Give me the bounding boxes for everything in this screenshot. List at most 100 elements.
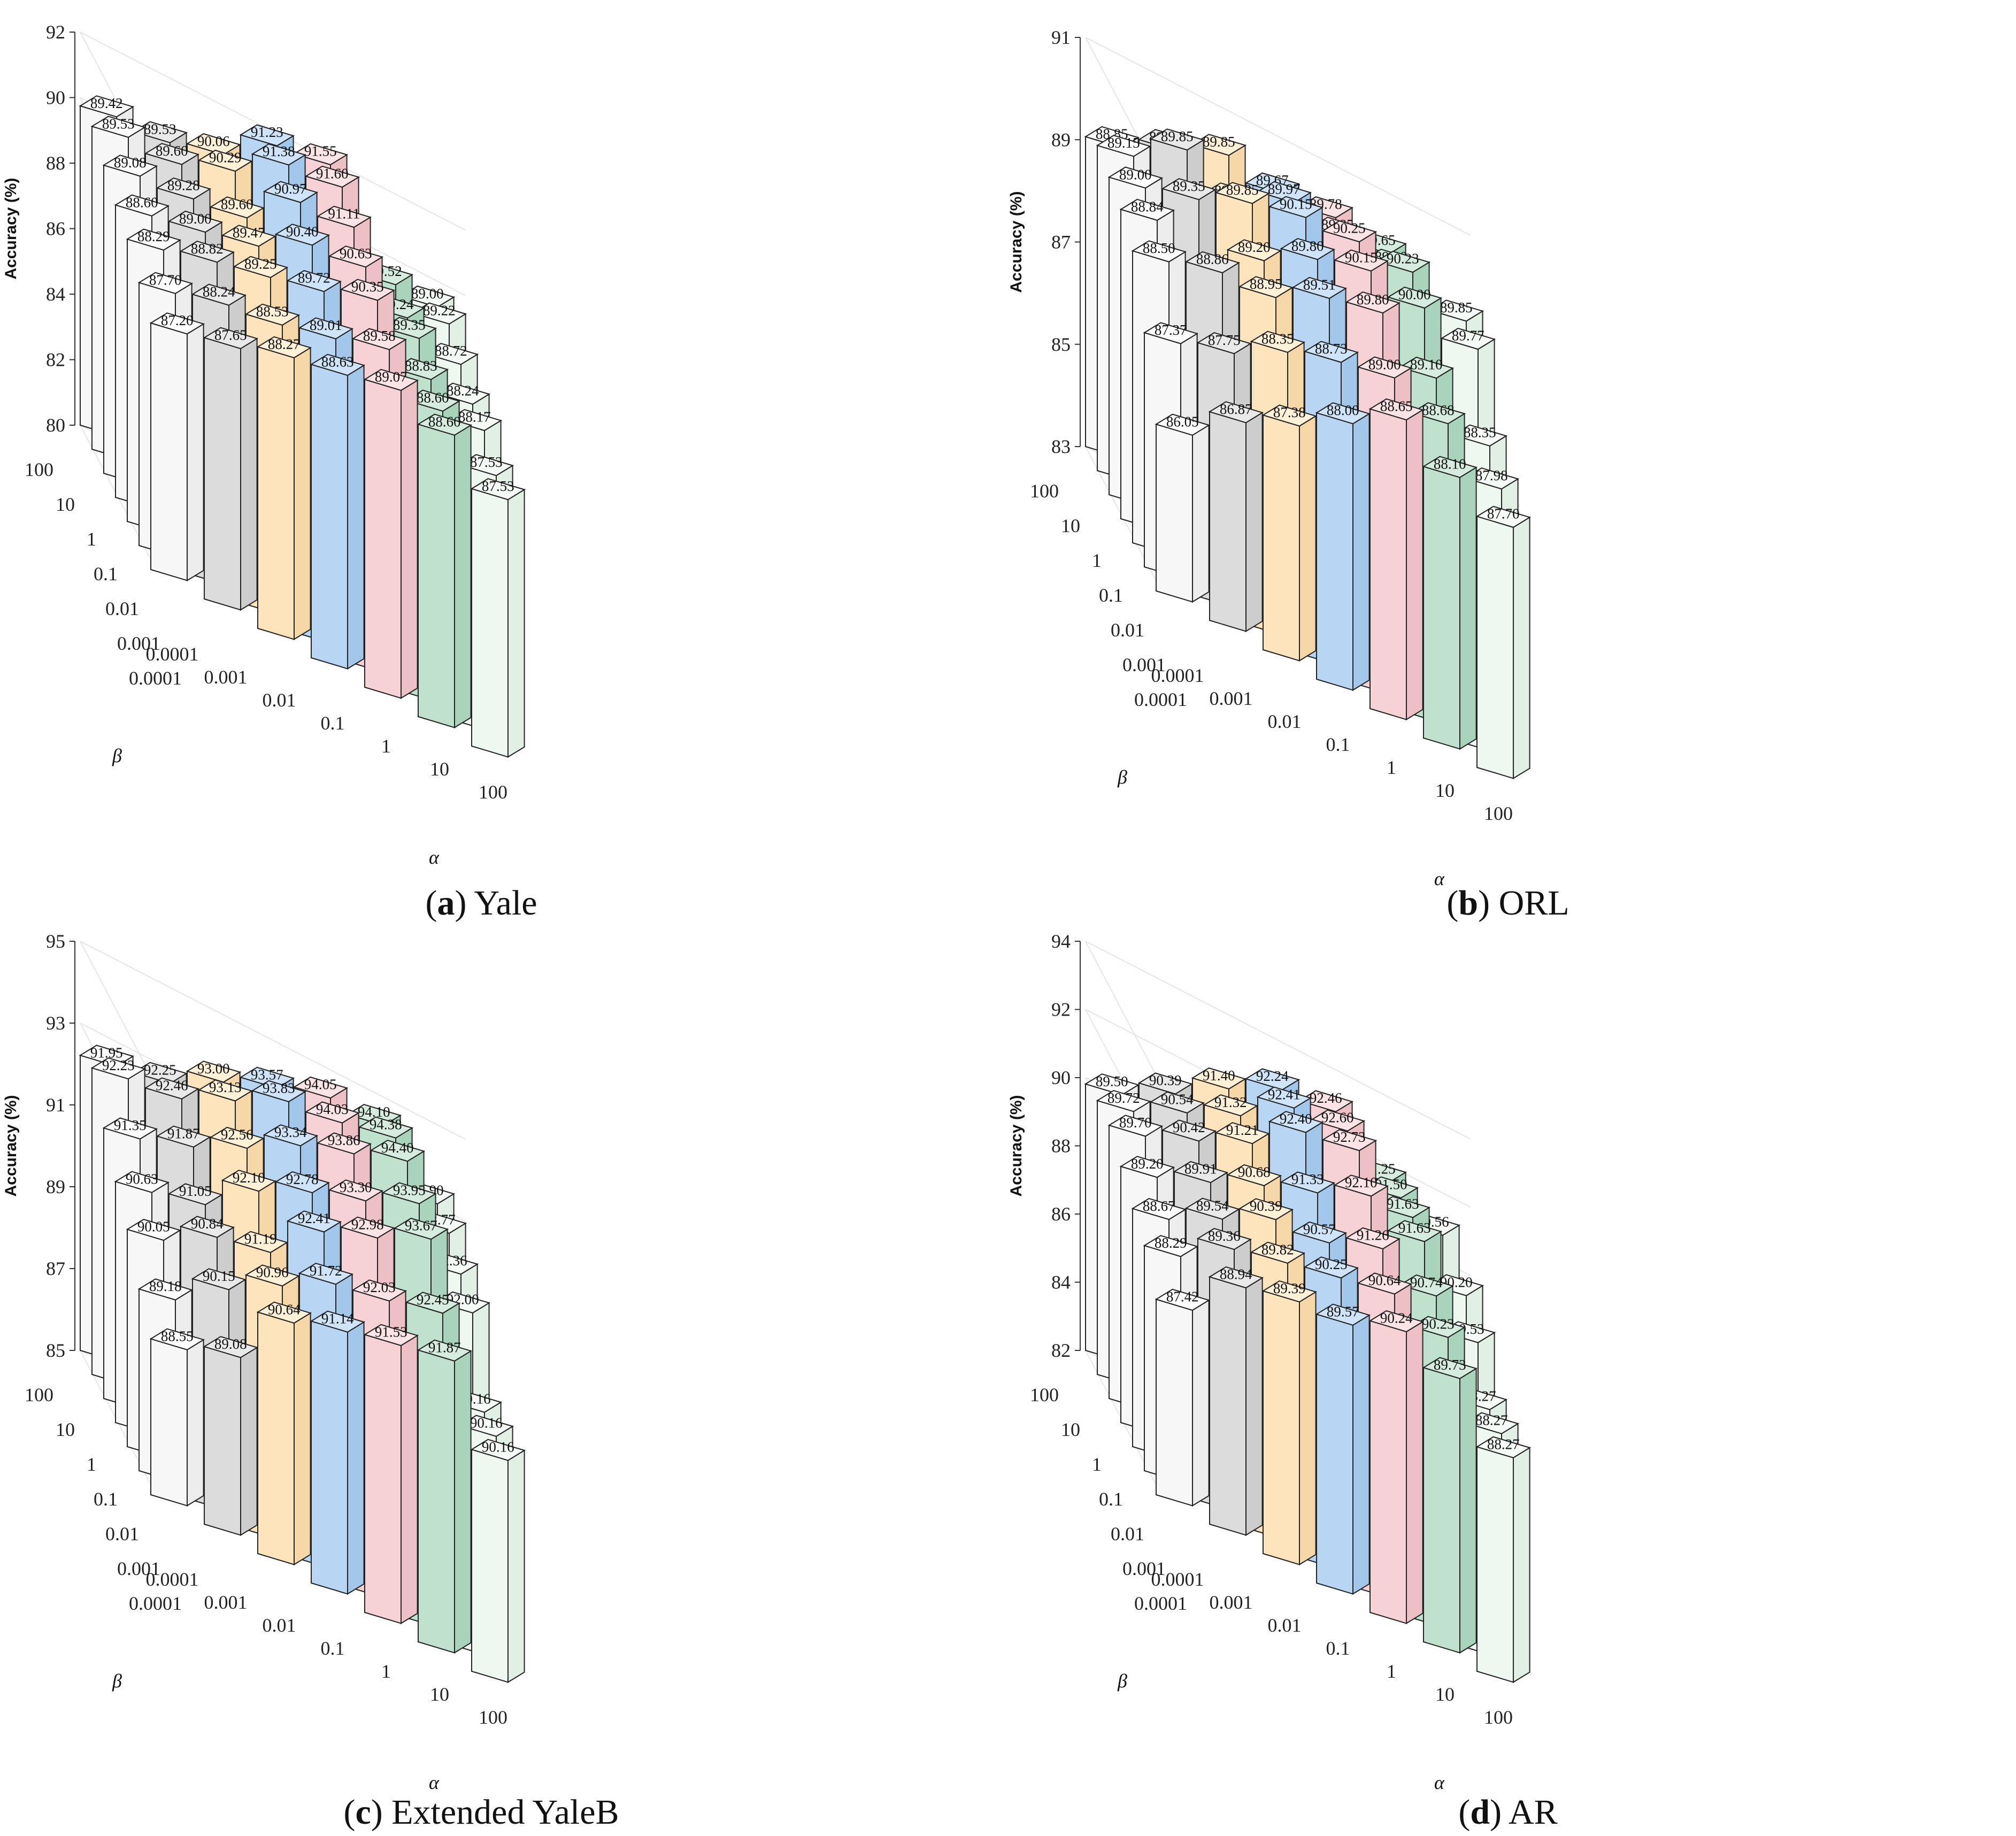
bar: 88.94 [1208, 1266, 1264, 1537]
bar-front-face [418, 423, 455, 728]
bar-top-face [1149, 1091, 1205, 1114]
bar-side-face [294, 347, 311, 641]
z-tick-label: 91 [1051, 27, 1071, 48]
bar-top-face [328, 245, 384, 268]
bar-top-face [1173, 1161, 1229, 1184]
bar-value-label: 89.53 [102, 116, 135, 132]
beta-tick-label: 0.01 [1111, 619, 1144, 641]
alpha-tick-label: 0.1 [1326, 734, 1350, 755]
bar-side-face [240, 337, 258, 611]
bar-top-face [1345, 291, 1401, 314]
bar-top-face [1333, 249, 1389, 272]
z-tick-label: 92 [46, 21, 65, 43]
caption-letter: b [1458, 884, 1478, 923]
bar-value-label: 91.53 [375, 1324, 407, 1340]
bar-top-face [1261, 404, 1318, 427]
bar-value-label: 89.28 [167, 178, 200, 194]
bar-top-face [167, 210, 224, 233]
bar-value-label: 89.47 [233, 225, 265, 241]
z-tick-label: 83 [1051, 436, 1071, 457]
bar-top-face [1214, 182, 1271, 204]
gridline-right [80, 941, 466, 1140]
bar-top-face [351, 328, 407, 350]
bar-value-label: 90.64 [1368, 1272, 1401, 1288]
alpha-tick-label: 10 [430, 758, 449, 780]
bar-value-label: 92.98 [351, 1217, 384, 1233]
bar-top-face [186, 1061, 242, 1083]
bar-top-face [1137, 1072, 1194, 1095]
bar-top-face [1256, 1086, 1312, 1109]
z-axis-title: Accuracy (%) [2, 1095, 20, 1196]
bar-value-label: 92.10 [1345, 1174, 1378, 1190]
beta-tick-label: 0.001 [1122, 1558, 1166, 1579]
bar-value-label: 94.10 [358, 1104, 390, 1120]
beta-tick-label: 1 [1092, 1454, 1102, 1475]
bar: 88.10 [1422, 456, 1478, 750]
alpha-tick-label: 0.1 [1326, 1638, 1350, 1659]
bar-top-face [316, 1132, 372, 1155]
bar-value-label: 88.82 [191, 241, 224, 257]
bar: 88.00 [1315, 402, 1371, 692]
bar: 88.55 [149, 1328, 205, 1507]
bar-top-face [1422, 1357, 1478, 1379]
bar-top-face [191, 1268, 247, 1290]
bar-value-label: 89.42 [90, 95, 123, 111]
bar-value-label: 88.68 [1422, 402, 1455, 418]
beta-axis-title: β [1117, 1670, 1127, 1692]
bar: 88.63 [310, 354, 366, 670]
bar-top-face [102, 155, 158, 177]
z-tick-label: 85 [1051, 334, 1071, 355]
bar-value-label: 91.95 [90, 1044, 123, 1061]
bar-top-face [90, 116, 147, 138]
caption-close-paren: ) [455, 884, 474, 923]
alpha-tick-label: 0.001 [204, 1592, 248, 1613]
beta-tick-label: 10 [1061, 515, 1080, 536]
bar-value-label: 90.84 [191, 1216, 224, 1232]
bar-value-label: 89.70 [1119, 1115, 1152, 1131]
bar-value-label: 90.05 [137, 1219, 170, 1235]
bar-value-label: 89.07 [375, 368, 407, 385]
bar-value-label: 91.32 [1214, 1094, 1247, 1110]
bar-top-face [149, 1328, 205, 1350]
z-tick-label: 90 [46, 87, 65, 109]
bar-value-label: 93.34 [274, 1124, 307, 1140]
bar-value-label: 87.38 [1273, 404, 1306, 420]
bar-top-face [179, 1216, 235, 1238]
alpha-tick-label: 0.1 [321, 712, 345, 734]
z-axis-title: Accuracy (%) [1007, 191, 1025, 293]
bar-top-face [1261, 1280, 1318, 1303]
bar-top-face [114, 194, 170, 217]
bar-value-label: 89.85 [1203, 134, 1235, 150]
bar-value-label: 87.53 [482, 478, 514, 494]
beta-tick-label: 0.1 [94, 563, 118, 585]
beta-tick-label: 0.1 [94, 1488, 118, 1510]
bar-side-face [240, 1346, 258, 1537]
bar-front-face [1263, 414, 1300, 662]
alpha-axis-title: α [429, 1772, 440, 1793]
bar-value-label: 91.14 [321, 1310, 354, 1326]
beta-tick-label: 100 [1030, 1384, 1059, 1405]
bar-top-face [144, 1077, 200, 1100]
bar-top-face [1368, 398, 1425, 421]
bar-top-face [1368, 1310, 1425, 1333]
bar-top-face [1398, 1274, 1455, 1297]
caption-open-paren: ( [1458, 1793, 1470, 1832]
bar-value-label: 89.82 [1261, 1241, 1294, 1257]
bar-value-label: 89.36 [1208, 1228, 1241, 1244]
alpha-tick-label: 0.001 [1210, 1592, 1253, 1613]
z-axis: 80 82 84 86 88 90 92 Accuracy (%) [2, 21, 75, 436]
bar-value-label: 89.50 [1096, 1073, 1128, 1089]
bar-top-face [191, 283, 247, 306]
bar-front-face [1476, 1446, 1514, 1683]
bar-top-face [293, 143, 349, 166]
bar-top-face [1375, 250, 1431, 273]
bar-front-face [1476, 516, 1514, 779]
bar-top-face [1203, 1094, 1259, 1117]
bar-value-label: 92.25 [144, 1062, 176, 1078]
bar-value-label: 89.72 [298, 270, 330, 286]
bar-top-face [1096, 135, 1152, 157]
caption-close-paren: ) [1478, 884, 1498, 923]
bar-value-label: 89.00 [411, 286, 444, 302]
